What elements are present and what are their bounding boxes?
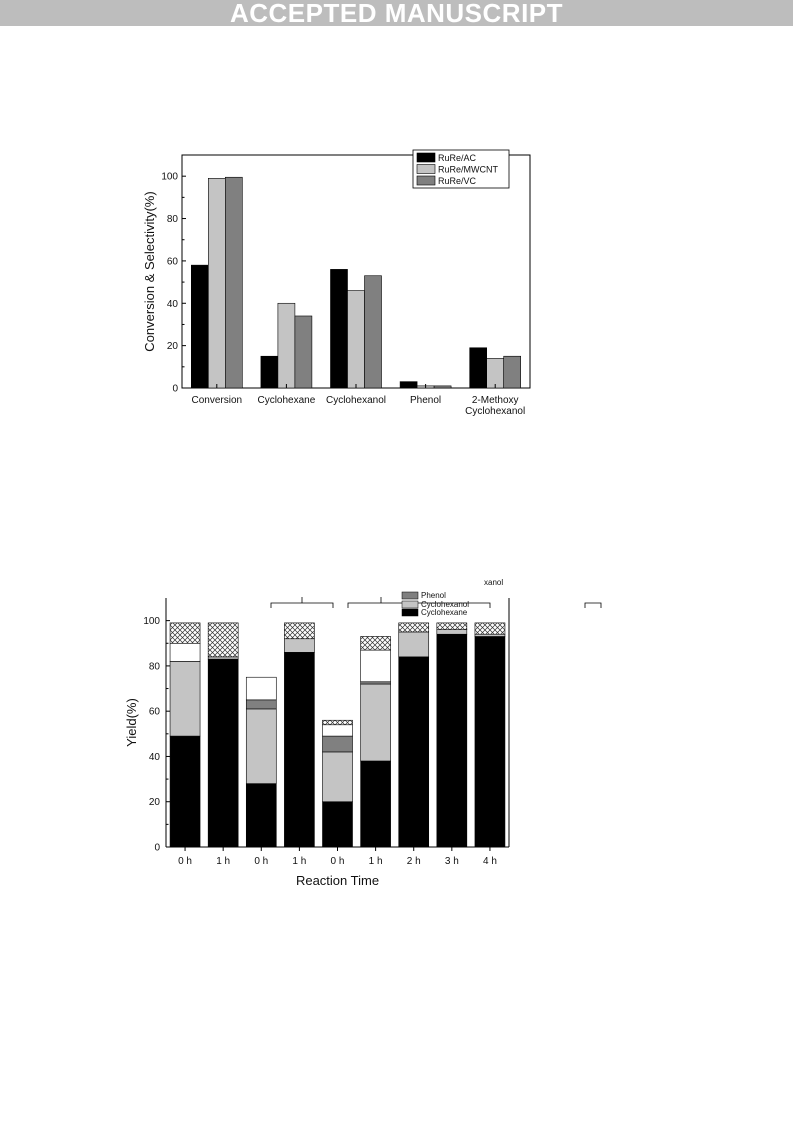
y-tick-label: 0 [154, 843, 160, 854]
stack-seg-3-bar-4 [322, 724, 353, 737]
stack-seg-2-bar-2 [245, 699, 277, 710]
y-tick-label: 80 [149, 661, 161, 672]
x-tick-label: Phenol [410, 395, 441, 406]
legend-swatch-rure-vc [416, 175, 436, 186]
stack-seg-1-bar-6 [398, 631, 430, 658]
legend-label-phenol: Phenol [421, 591, 446, 600]
stack-seg-2-bar-5 [360, 681, 391, 685]
x-tick-label: Cyclohexanol [326, 395, 386, 406]
x-tick-label: 3 h [445, 856, 459, 867]
legend-swatch-phenol [401, 591, 419, 600]
stack-seg-4-bar-7 [436, 622, 468, 630]
group-bracket-1 [347, 602, 491, 608]
y-axis-title: Conversion & Selectivity(%) [142, 191, 157, 351]
accepted-manuscript-banner: ACCEPTED MANUSCRIPT [0, 0, 793, 26]
y-tick-label: 100 [161, 172, 178, 183]
x-tick-label: 2 h [407, 856, 421, 867]
x-tick-label: Cyclohexane [257, 395, 315, 406]
y-tick-label: 80 [167, 214, 179, 225]
x-tick-label: 4 h [483, 856, 497, 867]
stack-seg-1-bar-8 [474, 633, 506, 637]
stack-seg-0-bar-1 [207, 658, 239, 848]
x-tick-label: 1 h [216, 856, 230, 867]
stack-seg-1-bar-1 [207, 656, 239, 660]
x-tick-label: 0 h [254, 856, 268, 867]
y-tick-label: 20 [167, 341, 179, 352]
stack-seg-3-bar-5 [360, 649, 391, 683]
x-tick-label: 1 h [369, 856, 383, 867]
y-tick-label: 60 [149, 707, 161, 718]
legend-label-fragment: xanol [484, 578, 503, 587]
stack-seg-0-bar-7 [436, 633, 468, 848]
x-tick-label: 1 h [292, 856, 306, 867]
stack-seg-0-bar-0 [169, 735, 201, 848]
group-bracket-2 [584, 602, 602, 608]
legend-label-rure-ac: RuRe/AC [438, 153, 477, 163]
stack-seg-4-bar-8 [474, 622, 506, 635]
stack-seg-1-bar-3 [284, 638, 315, 653]
stack-seg-1-bar-2 [245, 708, 277, 784]
stack-seg-4-bar-4 [322, 719, 353, 726]
bar-rure-vc-conversion [225, 176, 243, 389]
y-tick-label: 40 [167, 299, 179, 310]
x-tick-label: 0 h [331, 856, 345, 867]
legend-swatch-rure-ac [416, 152, 436, 163]
legend-label-rure-mwcnt: RuRe/MWCNT [438, 165, 499, 175]
legend-swatch-rure-mwcnt [416, 164, 436, 174]
stack-seg-2-bar-4 [322, 735, 353, 753]
stack-seg-4-bar-5 [360, 636, 391, 651]
stack-seg-1-bar-7 [436, 629, 468, 635]
stack-seg-0-bar-3 [284, 652, 315, 848]
bar-rure-vc-phenol [433, 385, 452, 389]
legend-swatch-cyclohexanol [401, 600, 419, 609]
stack-seg-4-bar-6 [398, 622, 430, 633]
stack-seg-1-bar-5 [360, 683, 391, 762]
x-tick-label: 2-Methoxy Cyclohexanol [465, 395, 525, 417]
stack-seg-0-bar-4 [322, 801, 353, 848]
stack-seg-3-bar-2 [245, 676, 277, 701]
bar-rure-ac-phenol [399, 381, 418, 389]
y-tick-label: 60 [167, 256, 179, 267]
x-tick-label: 0 h [178, 856, 192, 867]
legend-swatch-cyclohexane [401, 608, 419, 617]
stack-seg-4-bar-1 [207, 622, 239, 658]
stack-seg-0-bar-6 [398, 656, 430, 848]
y-tick-label: 100 [143, 616, 160, 627]
bar-rure-vc-cyclohexane [294, 315, 313, 389]
stack-seg-0-bar-2 [245, 783, 277, 848]
stack-seg-1-bar-4 [322, 751, 353, 803]
stack-seg-4-bar-0 [169, 622, 201, 644]
legend-label-cyclohexane: Cyclohexane [421, 608, 468, 617]
bar-rure-vc-cyclohexanol [364, 275, 382, 389]
stack-seg-0-bar-5 [360, 760, 391, 848]
stack-seg-4-bar-3 [284, 622, 315, 640]
y-tick-label: 20 [149, 797, 161, 808]
y-axis-title: Yield(%) [124, 698, 139, 747]
stack-seg-0-bar-8 [474, 636, 506, 848]
x-axis-title: Reaction Time [296, 873, 379, 888]
y-tick-label: 40 [149, 752, 161, 763]
stack-seg-3-bar-0 [169, 642, 201, 662]
legend-label-rure-vc: RuRe/VC [438, 176, 477, 186]
x-tick-label: Conversion [192, 395, 243, 406]
group-bracket-0 [270, 602, 334, 608]
bar-rure-vc-2-methoxy-cyclohexanol [503, 355, 522, 389]
legend-label-cyclohexanol: Cyclohexanol [421, 600, 469, 609]
y-tick-label: 0 [172, 384, 178, 395]
stack-seg-1-bar-0 [169, 661, 201, 737]
